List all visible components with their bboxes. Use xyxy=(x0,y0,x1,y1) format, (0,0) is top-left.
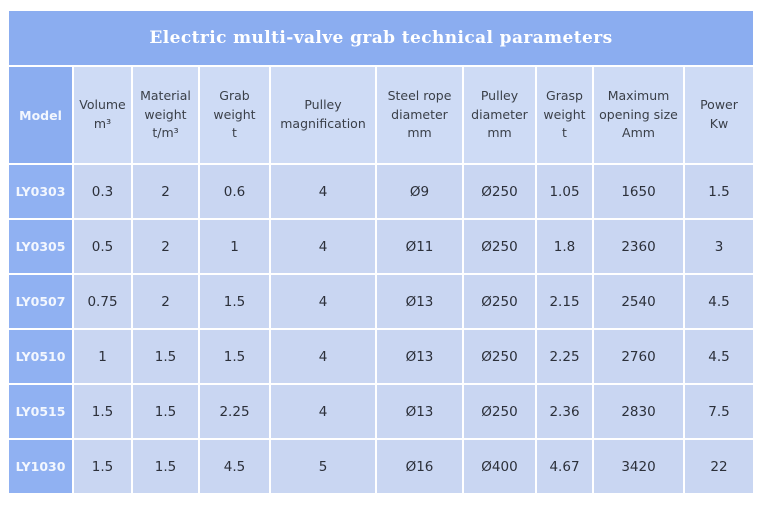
data-cell: Ø9 xyxy=(377,165,462,218)
data-cell: 2.25 xyxy=(537,330,592,383)
technical-parameters-table-wrap: Electric multi-valve grab technical para… xyxy=(7,9,755,495)
data-cell: 4 xyxy=(271,275,375,328)
data-cell: 2 xyxy=(133,165,198,218)
data-cell: 1.5 xyxy=(133,330,198,383)
data-cell: Ø16 xyxy=(377,440,462,493)
data-cell: 4 xyxy=(271,220,375,273)
data-cell: 0.5 xyxy=(74,220,131,273)
data-cell: 1.5 xyxy=(74,385,131,438)
table-row: LY0305 0.5 2 1 4 Ø11 Ø250 1.8 2360 3 xyxy=(9,220,753,273)
data-cell: 0.75 xyxy=(74,275,131,328)
data-cell: 1.05 xyxy=(537,165,592,218)
data-cell: Ø13 xyxy=(377,275,462,328)
column-header-power: Power Kw xyxy=(685,67,753,163)
data-cell: 3420 xyxy=(594,440,683,493)
table-row: LY0510 1 1.5 1.5 4 Ø13 Ø250 2.25 2760 4.… xyxy=(9,330,753,383)
data-cell: 2.36 xyxy=(537,385,592,438)
data-cell: 1.5 xyxy=(74,440,131,493)
data-cell: 1.5 xyxy=(685,165,753,218)
data-cell: 2360 xyxy=(594,220,683,273)
data-cell: 2.15 xyxy=(537,275,592,328)
column-header-model: Model xyxy=(9,67,72,163)
column-header-volume: Volume m³ xyxy=(74,67,131,163)
table-title: Electric multi-valve grab technical para… xyxy=(9,11,753,65)
table-row: LY0507 0.75 2 1.5 4 Ø13 Ø250 2.15 2540 4… xyxy=(9,275,753,328)
column-header-steel-rope-diameter: Steel rope diameter mm xyxy=(377,67,462,163)
data-cell: Ø11 xyxy=(377,220,462,273)
data-cell: Ø400 xyxy=(464,440,535,493)
data-cell: 7.5 xyxy=(685,385,753,438)
technical-parameters-table: Electric multi-valve grab technical para… xyxy=(7,9,755,495)
data-cell: Ø250 xyxy=(464,165,535,218)
data-cell: 1.5 xyxy=(133,385,198,438)
data-cell: Ø250 xyxy=(464,330,535,383)
data-cell: 0.3 xyxy=(74,165,131,218)
data-cell: Ø250 xyxy=(464,275,535,328)
data-cell: 0.6 xyxy=(200,165,269,218)
column-header-grab-weight: Grab weight t xyxy=(200,67,269,163)
data-cell: 4.67 xyxy=(537,440,592,493)
model-cell: LY0305 xyxy=(9,220,72,273)
data-cell: 5 xyxy=(271,440,375,493)
data-cell: 1.5 xyxy=(200,330,269,383)
data-cell: Ø250 xyxy=(464,220,535,273)
data-cell: 1.5 xyxy=(200,275,269,328)
data-cell: 1.8 xyxy=(537,220,592,273)
table-row: LY0515 1.5 1.5 2.25 4 Ø13 Ø250 2.36 2830… xyxy=(9,385,753,438)
data-cell: 4.5 xyxy=(685,275,753,328)
table-row: LY1030 1.5 1.5 4.5 5 Ø16 Ø400 4.67 3420 … xyxy=(9,440,753,493)
table-row: LY0303 0.3 2 0.6 4 Ø9 Ø250 1.05 1650 1.5 xyxy=(9,165,753,218)
data-cell: 22 xyxy=(685,440,753,493)
data-cell: Ø13 xyxy=(377,385,462,438)
model-cell: LY1030 xyxy=(9,440,72,493)
data-cell: 4 xyxy=(271,330,375,383)
data-cell: 2830 xyxy=(594,385,683,438)
column-header-grasp-weight: Grasp weight t xyxy=(537,67,592,163)
model-cell: LY0507 xyxy=(9,275,72,328)
data-cell: 1.5 xyxy=(133,440,198,493)
data-cell: 4.5 xyxy=(685,330,753,383)
column-header-pulley-diameter: Pulley diameter mm xyxy=(464,67,535,163)
data-cell: 1650 xyxy=(594,165,683,218)
model-cell: LY0303 xyxy=(9,165,72,218)
model-cell: LY0510 xyxy=(9,330,72,383)
data-cell: 2760 xyxy=(594,330,683,383)
header-row: Model Volume m³ Material weight t/m³ Gra… xyxy=(9,67,753,163)
data-cell: 4 xyxy=(271,165,375,218)
data-cell: 4.5 xyxy=(200,440,269,493)
data-cell: 2540 xyxy=(594,275,683,328)
model-cell: LY0515 xyxy=(9,385,72,438)
data-cell: 4 xyxy=(271,385,375,438)
data-cell: 1 xyxy=(200,220,269,273)
data-cell: 1 xyxy=(74,330,131,383)
data-cell: 2 xyxy=(133,220,198,273)
data-cell: 2.25 xyxy=(200,385,269,438)
column-header-material-weight: Material weight t/m³ xyxy=(133,67,198,163)
column-header-max-opening-size: Maximum opening size Amm xyxy=(594,67,683,163)
data-cell: 3 xyxy=(685,220,753,273)
title-row: Electric multi-valve grab technical para… xyxy=(9,11,753,65)
data-cell: 2 xyxy=(133,275,198,328)
data-cell: Ø250 xyxy=(464,385,535,438)
data-cell: Ø13 xyxy=(377,330,462,383)
column-header-pulley-magnification: Pulley magnification xyxy=(271,67,375,163)
